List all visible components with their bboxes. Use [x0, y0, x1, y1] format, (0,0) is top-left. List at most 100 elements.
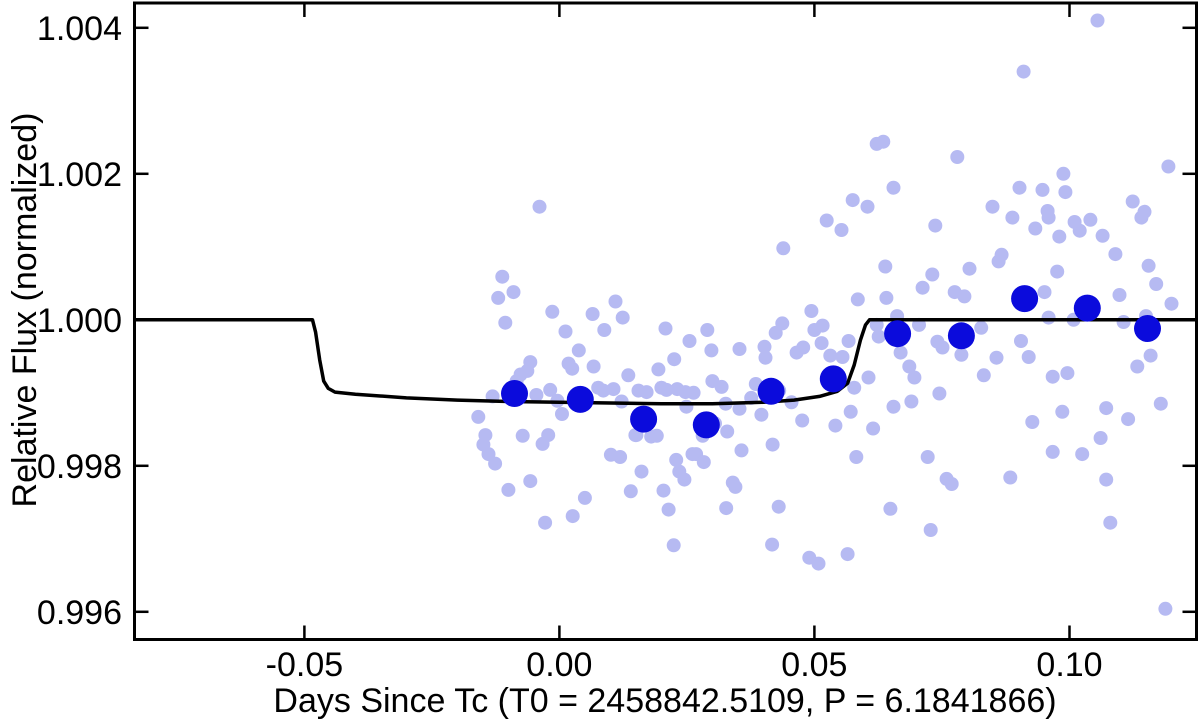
unbinned-point	[1137, 204, 1152, 219]
unbinned-point	[577, 490, 592, 505]
unbinned-point	[1028, 221, 1043, 236]
unbinned-point	[1149, 277, 1164, 291]
unbinned-point	[529, 388, 544, 402]
unbinned-points-layer	[471, 13, 1179, 616]
unbinned-point	[1108, 247, 1123, 262]
unbinned-point	[957, 289, 972, 304]
unbinned-point	[935, 340, 950, 355]
unbinned-point	[1095, 228, 1110, 243]
unbinned-point	[639, 385, 654, 400]
binned-point	[1073, 294, 1101, 322]
unbinned-point	[1056, 166, 1071, 181]
unbinned-point	[634, 464, 649, 479]
x-tick-label: 0.10	[1036, 646, 1102, 684]
unbinned-point	[925, 267, 940, 282]
unbinned-point	[1164, 296, 1179, 311]
unbinned-point	[904, 394, 919, 409]
unbinned-point	[849, 450, 864, 464]
unbinned-point	[795, 413, 810, 428]
unbinned-point	[597, 323, 612, 337]
unbinned-point	[1075, 447, 1090, 462]
unbinned-point	[728, 479, 743, 494]
unbinned-point	[915, 280, 930, 295]
unbinned-point	[613, 450, 628, 464]
unbinned-point	[1003, 470, 1018, 485]
unbinned-point	[1112, 288, 1127, 302]
unbinned-point	[814, 336, 829, 351]
unbinned-point	[498, 315, 513, 330]
unbinned-point	[1090, 13, 1105, 28]
unbinned-point	[866, 421, 881, 436]
unbinned-point	[714, 379, 729, 394]
unbinned-point	[920, 450, 935, 464]
unbinned-point	[845, 193, 860, 208]
unbinned-point	[823, 348, 838, 363]
unbinned-point	[700, 323, 715, 337]
unbinned-point	[621, 368, 636, 383]
y-axis-title: Relative Flux (normalized)	[6, 113, 44, 508]
unbinned-point	[765, 437, 780, 452]
unbinned-point	[1037, 285, 1052, 300]
y-tick-label: 1.004	[37, 10, 122, 48]
binned-points-layer	[501, 285, 1161, 439]
unbinned-point	[501, 482, 516, 497]
unbinned-point	[976, 368, 991, 383]
unbinned-point	[871, 329, 886, 344]
unbinned-point	[850, 292, 865, 307]
x-axis-title: Days Since Tc (T0 = 2458842.5109, P = 6.…	[273, 682, 1056, 720]
unbinned-point	[1083, 212, 1098, 227]
unbinned-point	[819, 213, 834, 228]
unbinned-point	[954, 347, 969, 362]
unbinned-point	[734, 443, 749, 458]
unbinned-point	[686, 385, 701, 400]
unbinned-point	[1130, 359, 1145, 374]
unbinned-point	[758, 350, 773, 365]
unbinned-point	[666, 538, 681, 553]
unbinned-point	[815, 318, 830, 333]
y-tick-label: 1.000	[37, 302, 122, 340]
unbinned-point	[545, 304, 560, 319]
binned-point	[566, 385, 594, 413]
unbinned-point	[558, 324, 573, 339]
unbinned-point	[523, 355, 538, 370]
unbinned-point	[1041, 310, 1056, 325]
unbinned-point	[776, 241, 791, 256]
unbinned-point	[491, 290, 506, 305]
unbinned-point	[506, 285, 521, 300]
unbinned-point	[985, 199, 1000, 214]
unbinned-point	[1116, 315, 1131, 329]
unbinned-point	[495, 269, 510, 284]
unbinned-point	[876, 134, 891, 149]
unbinned-point	[989, 350, 1004, 365]
unbinned-point	[679, 399, 694, 414]
unbinned-point	[1055, 404, 1070, 419]
unbinned-point	[1005, 210, 1020, 225]
unbinned-point	[565, 509, 580, 524]
unbinned-point	[704, 343, 719, 358]
unbinned-point	[950, 150, 965, 164]
transit-model-line	[136, 318, 1195, 406]
unbinned-point	[1012, 180, 1027, 195]
unbinned-point	[682, 334, 697, 348]
unbinned-point	[1045, 369, 1060, 384]
unbinned-point	[962, 261, 977, 276]
unbinned-point	[878, 259, 893, 274]
unbinned-point	[608, 294, 623, 309]
unbinned-point	[1016, 64, 1031, 79]
unbinned-point	[1141, 258, 1156, 273]
unbinned-point	[615, 310, 630, 325]
plot-frame	[133, 1, 1198, 641]
unbinned-point	[1125, 194, 1140, 209]
x-tick-label: 0.00	[526, 646, 592, 684]
binned-point	[692, 411, 720, 439]
unbinned-point	[771, 499, 786, 514]
unbinned-point	[861, 370, 876, 385]
unbinned-point	[1058, 185, 1073, 200]
x-tick-label: 0.05	[781, 646, 847, 684]
unbinned-point	[1072, 223, 1087, 238]
unbinned-point	[811, 556, 826, 571]
unbinned-point	[565, 361, 580, 376]
unbinned-point	[478, 428, 493, 443]
unbinned-point	[649, 428, 664, 443]
